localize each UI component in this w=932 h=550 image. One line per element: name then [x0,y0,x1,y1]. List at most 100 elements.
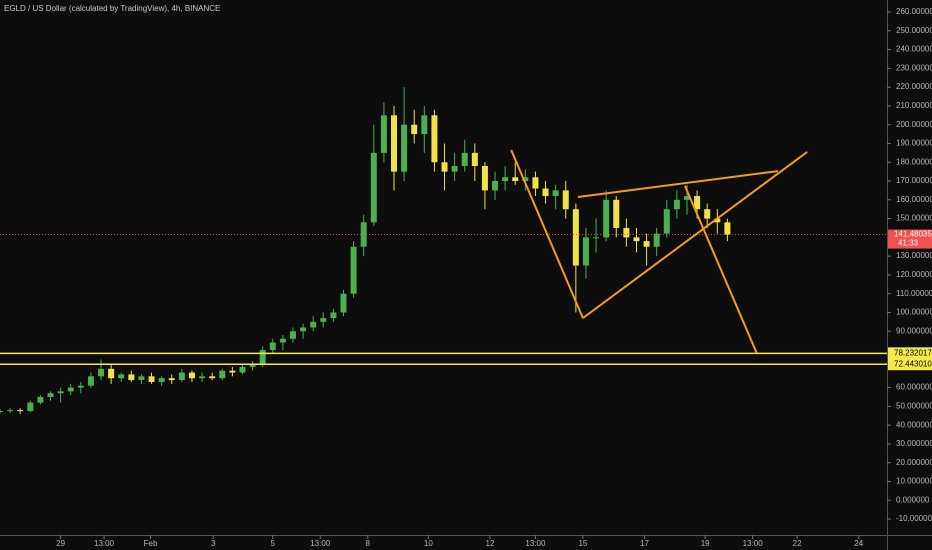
x-tick-label: 13:00 [743,539,764,548]
x-tick-label: 8 [366,539,371,548]
candle-body [502,177,509,182]
candle-body [57,391,64,394]
candle-body [401,124,408,172]
x-tick-label: 15 [578,539,587,548]
candle-body [219,370,226,379]
candle-body [562,190,569,210]
y-tick-label: 110.000000 [896,289,932,298]
y-tick-label: 160.000000 [896,195,932,204]
candle-body [623,227,630,238]
candle-body [582,237,589,266]
y-tick-label: 10.000000 [896,477,932,486]
candle-body [27,402,34,412]
x-tick-label: 13:00 [310,539,331,548]
candle-body [178,372,185,381]
candle-body [673,199,680,210]
candle-body [461,152,468,167]
candle-body [370,152,377,223]
y-tick-label: 60.000000 [896,383,932,392]
candle-body [239,366,246,373]
candle-body [7,410,14,412]
y-tick-label: 120.000000 [896,270,932,279]
candle-body [148,376,155,382]
y-tick-label: 30.000000 [896,439,932,448]
candle-body [168,378,175,381]
candle-body [683,196,690,200]
candle-body [0,411,3,413]
x-tick-label: 29 [56,539,65,548]
candle-body [613,199,620,228]
price-label: 72.443010 [894,359,932,368]
candle-body [451,166,458,172]
candle-body [653,233,660,247]
candle-body [542,188,549,197]
candle-body [411,124,418,135]
y-tick-label: 0.000000 [896,495,930,504]
candle-body [98,368,105,377]
y-tick-label: 100.000000 [896,308,932,317]
candle-body [320,318,327,322]
y-tick-label: 150.000000 [896,214,932,223]
candle-body [209,376,216,379]
trend-line [684,185,758,354]
candle-body [128,374,135,381]
y-tick-label: 220.000000 [896,82,932,91]
candle-body [694,196,701,210]
candle-body [633,237,640,242]
candle-body [380,115,387,153]
candle-body [229,370,236,373]
candle-body [118,374,125,379]
x-tick-label: Feb [144,539,158,548]
price-label: 78.232017 [894,348,932,357]
candle-body [714,218,721,223]
candle-body [158,378,165,382]
candle-body [108,368,115,379]
y-tick-label: 260.000000 [896,7,932,16]
candle-body [67,387,74,392]
candle-body [391,115,398,172]
candle-body [37,396,44,403]
x-tick-label: 5 [271,539,276,548]
candle-body [512,177,519,182]
last-price-label: 141.480357 [894,230,932,239]
y-tick-label: -10.000000 [896,514,932,523]
candle-body [532,177,539,189]
x-tick-label: 17 [640,539,649,548]
candle-body [310,321,317,328]
candle-body [572,209,579,266]
candle-body [340,293,347,313]
price-label-bg [888,358,932,371]
y-tick-label: 200.000000 [896,120,932,129]
candle-body [643,241,650,247]
candle-body [441,162,448,172]
candle-body [552,190,559,197]
candle-body [481,166,488,191]
candle-body [138,376,145,381]
y-tick-label: 130.000000 [896,251,932,260]
candle-body [330,312,337,319]
candle-body [492,181,499,191]
candle-body [188,372,195,379]
y-tick-label: 170.000000 [896,176,932,185]
y-tick-label: 210.000000 [896,101,932,110]
last-price-bg [888,229,932,249]
x-tick-label: 24 [854,539,863,548]
candle-body [603,199,610,238]
x-tick-label: 10 [424,539,433,548]
candle-body [471,152,478,167]
x-tick-label: 13:00 [94,539,115,548]
candle-body [259,350,266,366]
candle-body [87,376,94,386]
y-tick-label: 230.000000 [896,63,932,72]
candle-body [724,222,731,235]
price-label-bg [888,347,932,360]
candle-body [269,342,276,351]
candle-body [421,115,428,135]
candle-body [350,246,357,294]
y-tick-label: 50.000000 [896,401,932,410]
candle-body [47,393,54,397]
candle-body [199,376,206,379]
x-tick-label: 12 [486,539,495,548]
